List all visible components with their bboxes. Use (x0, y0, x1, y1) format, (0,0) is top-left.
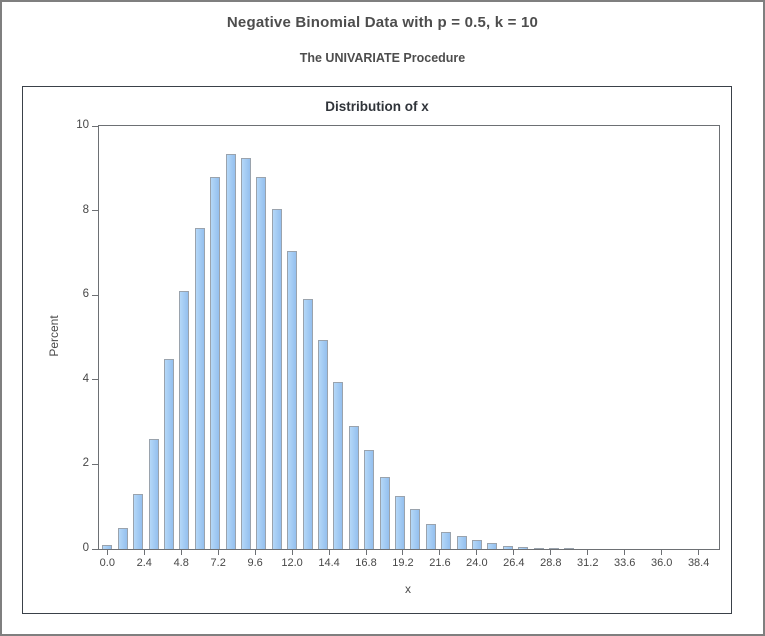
histogram-bar (533, 547, 544, 549)
x-axis-title: x (405, 582, 411, 596)
x-tick-mark (180, 550, 182, 555)
y-tick-label: 2 (82, 457, 89, 470)
histogram-bar (333, 381, 344, 549)
histogram-bar (194, 227, 205, 549)
histogram-bar (456, 536, 467, 549)
histogram-bar (348, 426, 359, 549)
x-tick-label: 0.0 (99, 557, 115, 569)
x-tick-label: 12.0 (281, 557, 303, 569)
histogram-bar (225, 153, 236, 549)
x-tick-mark (106, 550, 108, 555)
histogram-bar (240, 157, 251, 549)
histogram-bar (441, 532, 452, 549)
histogram-bar (471, 539, 482, 549)
histogram-bar (317, 339, 328, 549)
histogram-bar (487, 542, 498, 549)
histogram-bar (410, 508, 421, 549)
x-tick-label: 28.8 (540, 557, 562, 569)
chart-title: Distribution of x (325, 99, 429, 114)
histogram-bar (271, 208, 282, 549)
histogram-bar (117, 527, 128, 549)
histogram-bar (364, 449, 375, 549)
x-tick-label: 38.4 (687, 557, 710, 569)
x-tick-label: 9.6 (247, 557, 263, 569)
y-tick-label: 4 (82, 372, 89, 385)
x-tick-mark (402, 550, 404, 555)
x-tick-label: 14.4 (318, 557, 340, 569)
x-tick-mark (217, 550, 219, 555)
x-tick-mark (365, 550, 367, 555)
x-tick-label: 4.8 (173, 557, 189, 569)
histogram-bar (210, 176, 221, 549)
y-tick-label: 6 (82, 288, 89, 301)
y-tick-label: 10 (76, 119, 89, 131)
x-tick-label: 16.8 (355, 557, 377, 569)
histogram-bar (394, 496, 405, 549)
plot-area: 0 2 4 6 8 10 0.0 2.4 4.8 7.2 9.6 12.0 14.4 16.8 19.2 21… (76, 119, 720, 569)
histogram-bar (518, 546, 529, 549)
x-tick-label: 36.0 (650, 557, 673, 569)
histogram-bar (564, 548, 575, 549)
procedure-subtitle: The UNIVARIATE Procedure (299, 51, 466, 65)
y-tick-label: 8 (82, 203, 89, 216)
y-axis-title: Percent (47, 315, 61, 357)
y-tick-label: 0 (82, 542, 89, 554)
x-tick-label: 2.4 (136, 557, 152, 569)
x-tick-label: 7.2 (210, 557, 226, 569)
histogram-bar (179, 290, 190, 549)
histogram-graph: Distribution of x Percent 0 2 4 6 8 10 0.0 2.4 4… (22, 86, 732, 614)
x-tick-mark (513, 550, 515, 555)
x-tick-mark (624, 550, 626, 555)
histogram-bar (425, 523, 436, 549)
histogram-bar (287, 250, 298, 549)
y-tick-mark (92, 125, 98, 127)
x-tick-mark (550, 550, 552, 555)
histogram-bar (163, 358, 174, 549)
x-tick-label: 31.2 (577, 557, 599, 569)
x-tick-mark (476, 550, 478, 555)
x-tick-mark (698, 550, 700, 555)
y-tick-mark (92, 548, 98, 550)
x-tick-mark (143, 550, 145, 555)
y-tick-mark (92, 379, 98, 381)
histogram-bar (302, 299, 313, 549)
histogram-bar (379, 477, 390, 549)
x-tick-mark (291, 550, 293, 555)
histogram-bar (102, 544, 113, 549)
x-tick-mark (328, 550, 330, 555)
y-tick-mark (92, 210, 98, 212)
x-tick-label: 19.2 (392, 557, 414, 569)
histogram-bar (256, 176, 267, 549)
y-tick-mark (92, 463, 98, 465)
report-title: Negative Binomial Data with p = 0.5, k =… (226, 14, 539, 31)
x-tick-label: 33.6 (614, 557, 636, 569)
x-tick-mark (254, 550, 256, 555)
histogram-bar (148, 439, 159, 549)
histogram-bar (548, 548, 559, 549)
x-tick-mark (439, 550, 441, 555)
histogram-bar (502, 545, 513, 549)
x-tick-label: 26.4 (503, 557, 525, 569)
x-tick-mark (587, 550, 589, 555)
y-tick-mark (92, 294, 98, 296)
x-tick-label: 24.0 (466, 557, 488, 569)
x-tick-mark (661, 550, 663, 555)
x-tick-label: 21.6 (429, 557, 451, 569)
histogram-bar (133, 494, 144, 549)
